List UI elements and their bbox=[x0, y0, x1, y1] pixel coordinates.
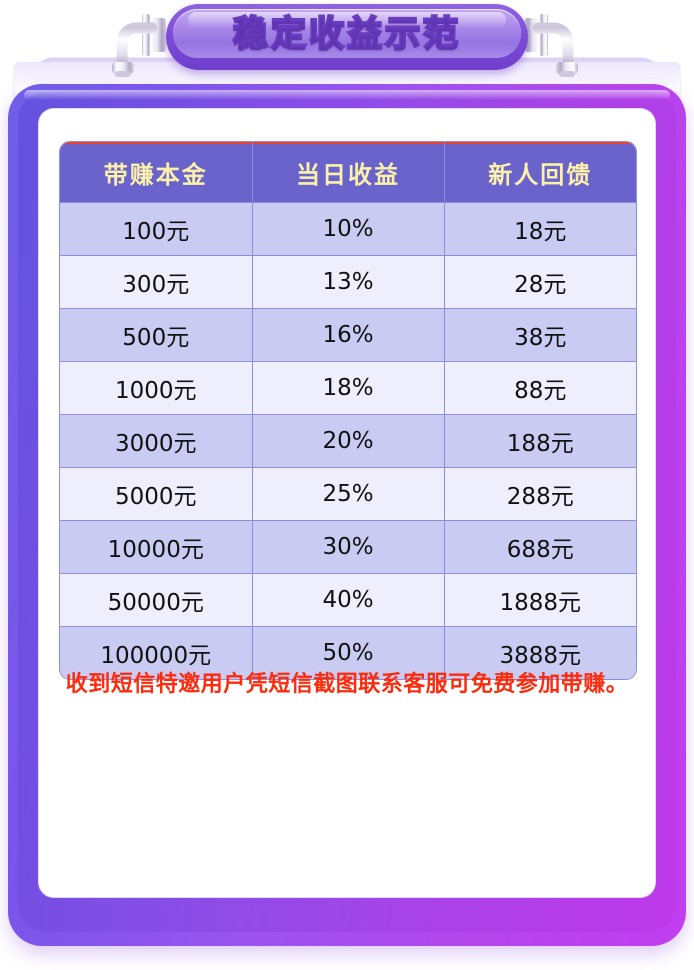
cell-daily-return: 10% bbox=[252, 202, 445, 256]
table-header-row: 带赚本金 当日收益 新人回馈 bbox=[60, 142, 636, 203]
table-row: 5000元 25% 288元 bbox=[60, 467, 636, 521]
rate-table: 带赚本金 当日收益 新人回馈 100元 10% 18元 300元 13% 28元 bbox=[59, 141, 637, 680]
cell-daily-return: 25% bbox=[252, 467, 445, 521]
cell-newcomer-reward: 188元 bbox=[444, 414, 636, 468]
column-header-newcomer-reward: 新人回馈 bbox=[444, 142, 636, 203]
column-header-principal: 带赚本金 bbox=[60, 142, 253, 203]
cell-principal: 5000元 bbox=[60, 467, 253, 521]
cell-newcomer-reward: 38元 bbox=[444, 308, 636, 362]
cell-daily-return: 50% bbox=[252, 626, 445, 679]
cell-principal: 1000元 bbox=[60, 361, 253, 415]
cell-newcomer-reward: 3888元 bbox=[444, 626, 636, 679]
device-frame: 带赚本金 当日收益 新人回馈 100元 10% 18元 300元 13% 28元 bbox=[8, 84, 686, 946]
cell-daily-return: 13% bbox=[252, 255, 445, 309]
pipe-elbow-icon bbox=[106, 14, 168, 80]
cell-newcomer-reward: 88元 bbox=[444, 361, 636, 415]
table-row: 3000元 20% 188元 bbox=[60, 414, 636, 468]
cell-principal: 100元 bbox=[60, 202, 253, 256]
page-title: 稳定收益示范 bbox=[166, 13, 528, 57]
cell-principal: 300元 bbox=[60, 255, 253, 309]
table-row: 300元 13% 28元 bbox=[60, 255, 636, 309]
cell-principal: 50000元 bbox=[60, 573, 253, 627]
table-row: 1000元 18% 88元 bbox=[60, 361, 636, 415]
title-banner-assembly: 稳定收益示范 bbox=[0, 0, 694, 86]
rate-table-body: 100元 10% 18元 300元 13% 28元 500元 16% 38元 bbox=[60, 202, 636, 679]
cell-daily-return: 30% bbox=[252, 520, 445, 574]
cell-daily-return: 40% bbox=[252, 573, 445, 627]
cell-daily-return: 16% bbox=[252, 308, 445, 362]
title-banner-gloss bbox=[188, 12, 506, 28]
cell-newcomer-reward: 18元 bbox=[444, 202, 636, 256]
cell-newcomer-reward: 1888元 bbox=[444, 573, 636, 627]
table-row: 100元 10% 18元 bbox=[60, 202, 636, 256]
cell-principal: 500元 bbox=[60, 308, 253, 362]
cell-newcomer-reward: 288元 bbox=[444, 467, 636, 521]
title-banner: 稳定收益示范 bbox=[166, 4, 528, 70]
content-panel: 带赚本金 当日收益 新人回馈 100元 10% 18元 300元 13% 28元 bbox=[38, 108, 656, 898]
cell-daily-return: 18% bbox=[252, 361, 445, 415]
cell-principal: 100000元 bbox=[60, 626, 253, 679]
table-row: 100000元 50% 3888元 bbox=[60, 626, 636, 679]
footnote-text: 收到短信特邀用户凭短信截图联系客服可免费参加带赚。 bbox=[65, 672, 629, 697]
cell-newcomer-reward: 688元 bbox=[444, 520, 636, 574]
table-row: 500元 16% 38元 bbox=[60, 308, 636, 362]
table-row: 10000元 30% 688元 bbox=[60, 520, 636, 574]
rate-table-container: 带赚本金 当日收益 新人回馈 100元 10% 18元 300元 13% 28元 bbox=[59, 141, 637, 680]
column-header-daily-return: 当日收益 bbox=[252, 142, 445, 203]
cell-daily-return: 20% bbox=[252, 414, 445, 468]
rate-table-header: 带赚本金 当日收益 新人回馈 bbox=[60, 142, 636, 203]
cell-principal: 10000元 bbox=[60, 520, 253, 574]
table-row: 50000元 40% 1888元 bbox=[60, 573, 636, 627]
cell-principal: 3000元 bbox=[60, 414, 253, 468]
pipe-elbow-icon bbox=[522, 14, 584, 80]
frame-gloss-highlight bbox=[24, 90, 670, 100]
cell-newcomer-reward: 28元 bbox=[444, 255, 636, 309]
